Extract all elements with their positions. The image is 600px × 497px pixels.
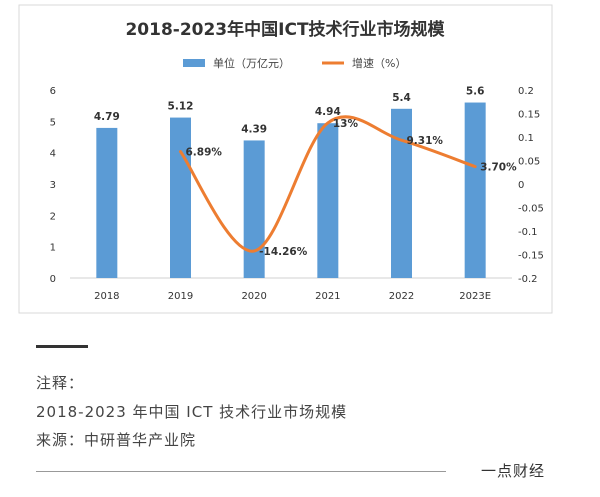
y-right-tick-label: -0.2 bbox=[518, 274, 538, 285]
y-axis-left: 0 1 2 3 4 5 6 bbox=[50, 86, 56, 285]
growth-value-label: -14.26% bbox=[259, 246, 308, 258]
growth-value-label: 6.89% bbox=[186, 147, 223, 159]
y-left-tick-label: 0 bbox=[50, 274, 56, 285]
y-left-tick-label: 2 bbox=[50, 211, 56, 222]
line-data-labels: 6.89% -14.26% 13% 9.31% 3.70% bbox=[186, 118, 518, 258]
brand-name: 一点财经 bbox=[481, 462, 546, 480]
y-left-tick-label: 3 bbox=[50, 180, 56, 191]
bar-value-label: 5.12 bbox=[168, 101, 194, 113]
bar-value-label: 5.4 bbox=[392, 92, 411, 104]
x-tick-label: 2023E bbox=[459, 291, 491, 302]
y-right-tick-label: 0.1 bbox=[518, 133, 534, 144]
x-tick-label: 2022 bbox=[389, 291, 414, 302]
y-left-tick-label: 6 bbox=[50, 86, 56, 97]
x-tick-label: 2018 bbox=[94, 291, 119, 302]
legend-bar-swatch bbox=[183, 59, 205, 67]
note-heading: 注释： bbox=[36, 374, 85, 392]
bar-series bbox=[96, 102, 486, 279]
bar-value-label: 4.39 bbox=[241, 123, 267, 135]
y-right-tick-label: -0.1 bbox=[518, 227, 538, 238]
footer-divider bbox=[36, 471, 446, 472]
chart-title: 2018-2023年中国ICT技术行业市场规模 bbox=[125, 19, 445, 40]
bar-2019 bbox=[170, 117, 191, 278]
legend-bar-label: 单位（万亿元） bbox=[213, 56, 290, 70]
growth-value-label: 3.70% bbox=[480, 162, 517, 174]
bar-data-labels: 4.79 5.12 4.39 4.94 5.4 5.6 bbox=[94, 86, 485, 136]
bar-value-label: 4.79 bbox=[94, 111, 120, 123]
legend: 单位（万亿元） 增速（%） bbox=[183, 56, 406, 70]
bar-value-label: 4.94 bbox=[315, 106, 341, 118]
growth-line-series bbox=[179, 115, 477, 253]
bar-2023E bbox=[464, 102, 486, 279]
section-divider bbox=[36, 345, 88, 348]
growth-value-label: 9.31% bbox=[407, 135, 444, 147]
bar-2018 bbox=[96, 127, 118, 278]
y-right-tick-label: 0.15 bbox=[518, 110, 540, 121]
bar-2020 bbox=[243, 140, 265, 278]
bar-2021 bbox=[317, 123, 339, 278]
x-tick-label: 2019 bbox=[168, 291, 193, 302]
bar-value-label: 5.6 bbox=[466, 86, 485, 98]
y-left-tick-label: 5 bbox=[50, 117, 56, 128]
source-line: 来源：中研普华产业院 bbox=[36, 431, 197, 449]
y-left-tick-label: 1 bbox=[50, 243, 56, 254]
y-right-tick-label: 0 bbox=[518, 180, 524, 191]
x-tick-label: 2020 bbox=[241, 291, 266, 302]
x-axis-ticks: 2018 2019 2020 2021 2022 2023E bbox=[94, 291, 491, 302]
growth-line bbox=[179, 115, 477, 253]
y-right-tick-label: 0.2 bbox=[518, 86, 534, 97]
y-right-tick-label: -0.05 bbox=[518, 204, 544, 215]
growth-value-label: 13% bbox=[333, 118, 359, 130]
chart: 2018-2023年中国ICT技术行业市场规模 单位（万亿元） 增速（%） 0 1… bbox=[18, 4, 553, 314]
y-right-tick-label: -0.15 bbox=[518, 251, 544, 262]
y-left-tick-label: 4 bbox=[50, 149, 56, 160]
x-tick-label: 2021 bbox=[315, 291, 340, 302]
note-description: 2018-2023 年中国 ICT 技术行业市场规模 bbox=[36, 403, 348, 421]
legend-line-label: 增速（%） bbox=[352, 56, 406, 70]
y-axis-right: -0.2 -0.15 -0.1 -0.05 0 0.05 0.1 0.15 0.2 bbox=[518, 86, 544, 285]
bar-2022 bbox=[391, 108, 412, 278]
y-right-tick-label: 0.05 bbox=[518, 157, 540, 168]
